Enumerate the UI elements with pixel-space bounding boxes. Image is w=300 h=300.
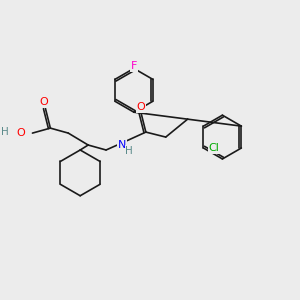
Text: H: H [125, 146, 133, 156]
Text: O: O [39, 97, 48, 107]
Text: F: F [131, 61, 137, 71]
Text: O: O [136, 102, 145, 112]
Text: N: N [118, 140, 126, 150]
Text: O: O [16, 128, 25, 138]
Text: H: H [1, 127, 9, 137]
Text: Cl: Cl [208, 143, 219, 153]
